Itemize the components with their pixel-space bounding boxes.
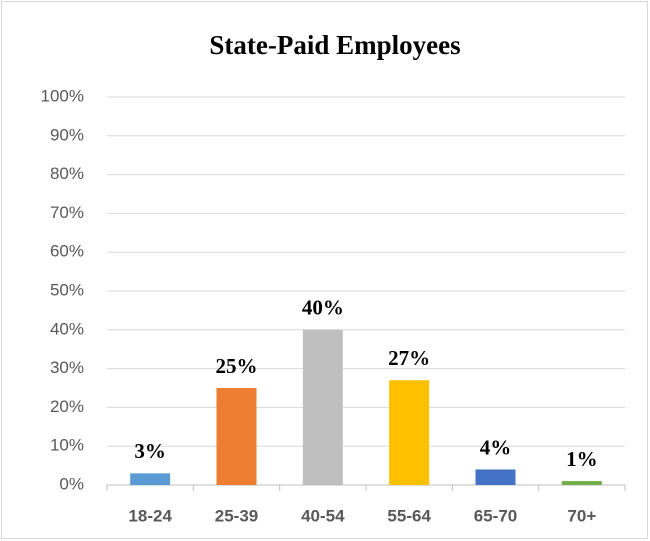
- y-tick-label: 70%: [50, 203, 84, 222]
- value-label: 4%: [480, 435, 512, 459]
- x-tick-label: 70+: [567, 506, 596, 525]
- x-tick-label: 40-54: [301, 506, 345, 525]
- bar: [475, 469, 516, 485]
- y-tick-label: 50%: [50, 280, 84, 299]
- value-label: 1%: [566, 447, 598, 471]
- y-tick-label: 80%: [50, 164, 84, 183]
- y-tick-label: 90%: [50, 125, 84, 144]
- x-tick-label: 55-64: [387, 506, 431, 525]
- y-tick-label: 0%: [59, 474, 84, 493]
- x-tick-label: 18-24: [128, 506, 172, 525]
- value-label: 40%: [302, 296, 344, 320]
- y-tick-label: 40%: [50, 319, 84, 338]
- bar: [389, 380, 430, 485]
- chart-title: State-Paid Employees: [209, 30, 460, 60]
- x-tick-label: 25-39: [215, 506, 258, 525]
- bar: [561, 481, 602, 485]
- y-tick-label: 10%: [50, 436, 84, 455]
- bar: [216, 388, 257, 485]
- y-tick-label: 100%: [41, 86, 84, 105]
- bar: [302, 329, 343, 485]
- value-label: 3%: [134, 439, 166, 463]
- value-label: 27%: [388, 346, 430, 370]
- y-tick-label: 60%: [50, 242, 84, 261]
- value-label: 25%: [216, 354, 258, 378]
- y-tick-label: 20%: [50, 397, 84, 416]
- bar: [130, 473, 171, 485]
- x-tick-label: 65-70: [474, 506, 517, 525]
- y-tick-label: 30%: [50, 358, 84, 377]
